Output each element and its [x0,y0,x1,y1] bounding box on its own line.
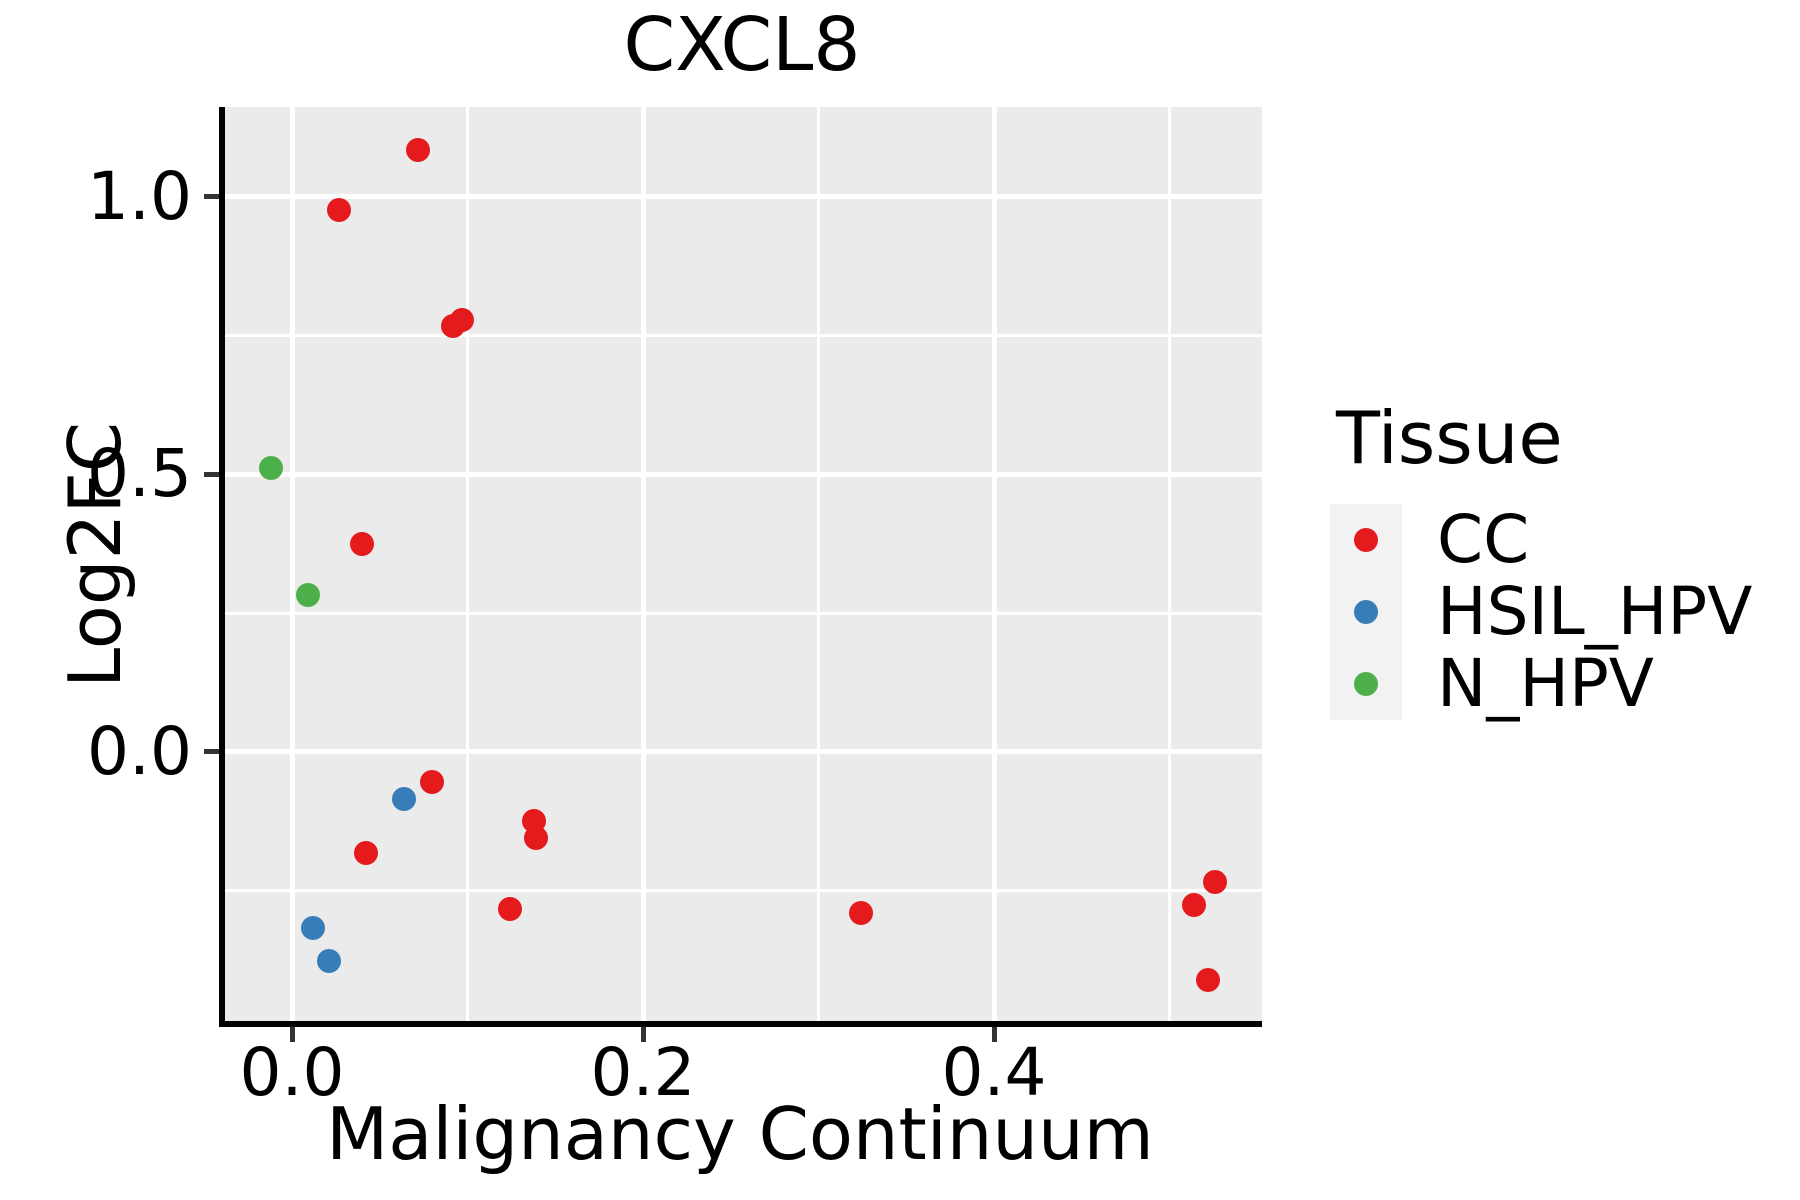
x-tick-label: 0.4 [941,1034,1047,1111]
x-major-gridline [289,107,295,1021]
x-tick [289,1027,295,1042]
data-point-HSIL_HPV [392,787,417,812]
x-tick-label: 0.2 [590,1034,696,1111]
legend-dot-N_HPV [1354,672,1378,696]
data-point-N_HPV [295,582,320,607]
x-minor-gridline [1168,107,1171,1021]
x-major-gridline [640,107,646,1021]
y-major-gridline [222,471,1262,477]
y-major-gridline [222,749,1262,755]
legend-key [1330,648,1402,720]
legend-label-N_HPV: N_HPV [1437,645,1654,722]
legend-label-HSIL_HPV: HSIL_HPV [1437,573,1753,650]
data-point-CC [420,769,445,794]
data-point-CC [848,900,873,925]
data-point-CC [450,307,475,332]
legend-row-N_HPV: N_HPV [1330,648,1760,720]
legend-title: Tissue [1336,396,1563,480]
data-point-HSIL_HPV [316,948,341,973]
legend-label-CC: CC [1437,501,1530,578]
data-point-CC [1196,967,1221,992]
y-minor-gridline [222,334,1262,338]
data-point-CC [327,197,352,222]
x-minor-gridline [466,107,470,1021]
x-tick [991,1027,997,1042]
data-point-HSIL_HPV [301,915,326,940]
y-tick-label: 0.0 [87,712,192,790]
data-point-CC [1203,870,1228,895]
data-point-CC [1182,892,1207,917]
y-axis-line [219,107,225,1024]
y-tick [204,194,219,200]
y-tick-label: 0.5 [87,435,192,513]
chart-title: CXCL8 [623,2,861,88]
x-axis-title: Malignancy Continuum [326,1092,1154,1176]
y-tick-label: 1.0 [87,157,192,235]
data-point-CC [497,897,522,922]
legend-key [1330,504,1402,576]
y-axis-title: Log2FC [53,421,137,689]
data-point-N_HPV [258,456,283,481]
data-point-CC [353,840,378,865]
data-point-CC [406,138,431,163]
x-minor-gridline [817,107,821,1021]
legend-row-CC: CC [1330,504,1760,576]
legend-key [1330,576,1402,648]
y-minor-gridline [222,889,1262,893]
x-major-gridline [991,107,997,1021]
y-minor-gridline [222,611,1262,615]
legend-dot-HSIL_HPV [1354,600,1378,624]
legend-dot-CC [1354,528,1378,552]
x-tick-label: 0.0 [239,1034,345,1111]
legend-row-HSIL_HPV: HSIL_HPV [1330,576,1760,648]
y-tick [204,749,219,755]
data-point-CC [523,826,548,850]
data-point-CC [350,531,375,556]
x-axis-line [219,1021,1262,1027]
y-major-gridline [222,194,1262,200]
plot-panel [222,107,1262,1021]
x-tick [640,1027,646,1042]
y-tick [204,471,219,477]
